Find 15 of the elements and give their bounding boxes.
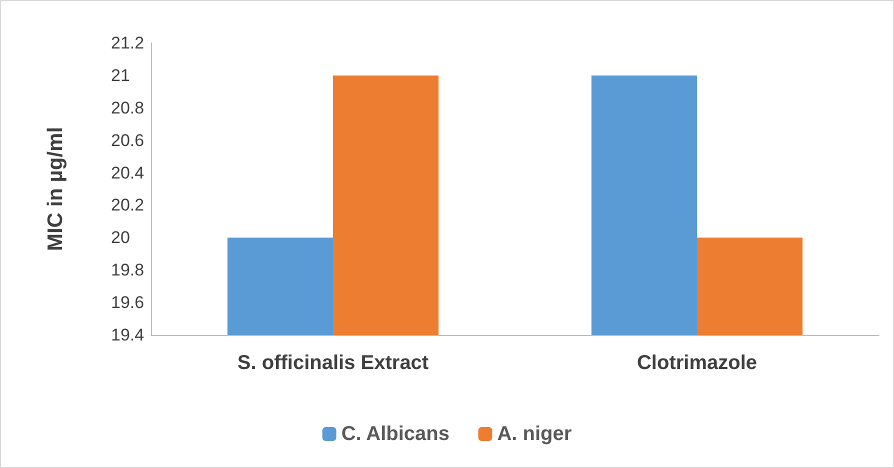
y-tick-label: 20.6 bbox=[111, 130, 144, 150]
y-tick-label: 19.8 bbox=[111, 260, 144, 280]
y-tick-label: 20.2 bbox=[111, 196, 144, 215]
y-tick-label: 20 bbox=[111, 228, 130, 248]
y-tick-label: 19.4 bbox=[111, 326, 144, 344]
y-tick-label: 21 bbox=[111, 66, 130, 85]
legend-label: A. niger bbox=[497, 423, 572, 445]
legend-label: C. Albicans bbox=[341, 423, 450, 445]
y-axis-title: MIC in µg/ml bbox=[44, 126, 67, 252]
y-tick-label: 20.4 bbox=[111, 163, 144, 182]
x-tick-label: S. officinalis Extract bbox=[237, 352, 429, 374]
y-tick-label: 20.8 bbox=[111, 98, 144, 118]
y-tick-label: 21.2 bbox=[111, 34, 144, 52]
y-tick-label: 19.6 bbox=[111, 293, 144, 312]
x-tick-label: Clotrimazole bbox=[636, 352, 758, 374]
